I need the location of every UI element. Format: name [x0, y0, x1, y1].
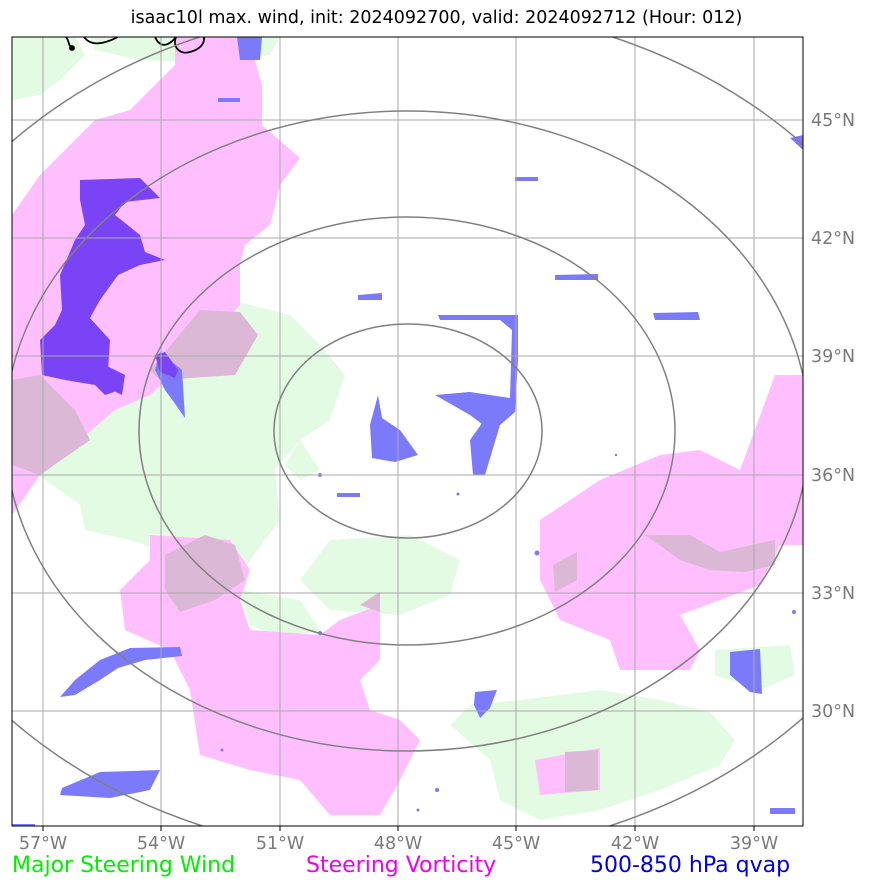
range-ring-3 [12, 110, 803, 752]
lat-tick-label: 42°N [811, 229, 855, 249]
lon-tick-label: 57°W [19, 834, 67, 854]
qvap-layer [12, 37, 803, 826]
range-ring-1 [273, 323, 543, 539]
lat-tick-label: 30°N [811, 702, 855, 722]
lon-tick-label: 45°W [492, 834, 540, 854]
legend-steering-wind: Major Steering Wind [12, 853, 236, 878]
lon-tick-label: 42°W [611, 834, 659, 854]
graticule [12, 37, 803, 826]
map-frame [11, 36, 804, 827]
lon-tick-label: 51°W [256, 834, 304, 854]
range-ring-2 [138, 216, 676, 646]
lon-tick-label: 54°W [137, 834, 185, 854]
lat-tick-label: 45°N [811, 111, 855, 131]
lat-tick-label: 39°N [811, 347, 855, 367]
legend-steering-vorticity: Steering Vorticity [306, 853, 497, 878]
lat-tick-label: 33°N [811, 584, 855, 604]
lon-tick-label: 39°W [730, 834, 778, 854]
range-rings [12, 37, 803, 826]
coastline [65, 37, 205, 54]
legend-qvap: 500-850 hPa qvap [590, 853, 791, 878]
map-title: isaac10l max. wind, init: 2024092700, va… [130, 8, 743, 28]
lon-tick-label: 48°W [374, 834, 422, 854]
lat-tick-label: 36°N [811, 466, 855, 486]
